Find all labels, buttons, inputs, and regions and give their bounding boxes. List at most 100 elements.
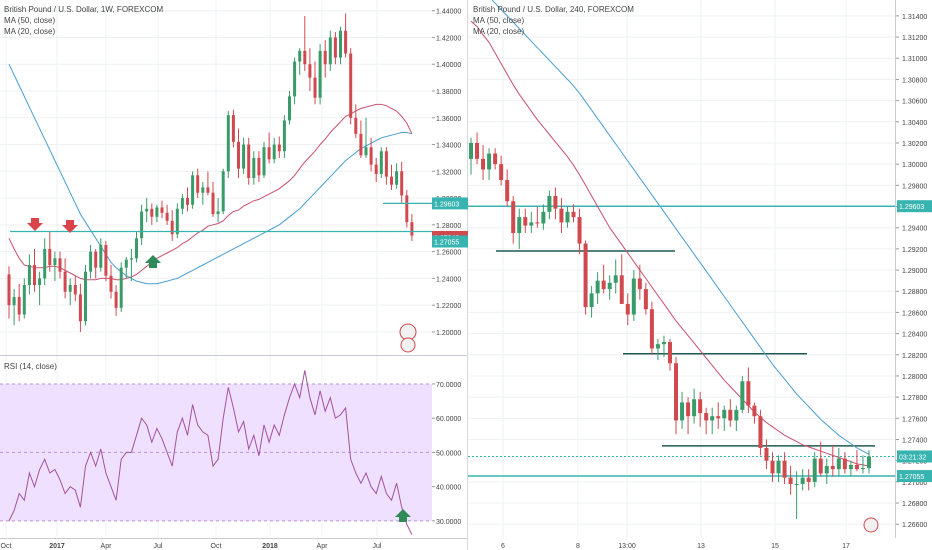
- h4-candle: [722, 405, 727, 432]
- h4-candle: [499, 155, 504, 186]
- weekly-candle-body: [84, 271, 87, 322]
- weekly-candle-body: [267, 147, 271, 160]
- h4-price-tick-label: 1.31000: [902, 56, 927, 63]
- weekly-candle: [180, 194, 184, 215]
- weekly-candle-body: [252, 157, 256, 178]
- h4-candle: [547, 190, 552, 220]
- h4-candle-body: [710, 416, 715, 421]
- h4-price-tick-label: 1.29400: [902, 226, 927, 233]
- h4-candle-body: [595, 280, 600, 294]
- h4-candle: [649, 301, 654, 355]
- weekly-candle: [237, 128, 240, 178]
- h4-candle: [764, 439, 769, 470]
- weekly-candle: [390, 164, 393, 191]
- weekly-price-axis-tick-label: 1.20000: [436, 330, 461, 337]
- weekly-candle-body: [369, 147, 373, 165]
- uk-us-flag-icon[interactable]: [399, 323, 417, 353]
- weekly-candle-body: [89, 251, 93, 272]
- h4-price-tick-label: 1.29200: [902, 247, 927, 254]
- weekly-price-axis-tick-label: 1.22000: [436, 303, 461, 310]
- h4-candle: [487, 148, 492, 181]
- sell-arrow-icon: [62, 220, 78, 233]
- weekly-candle-body: [395, 171, 399, 185]
- weekly-candle: [33, 248, 36, 292]
- weekly-candle-body: [247, 144, 251, 178]
- h4-candle-body: [631, 278, 636, 315]
- h4-candle-body: [625, 303, 630, 315]
- weekly-candle-body: [293, 61, 297, 97]
- h4-candle-body: [824, 465, 829, 474]
- h4-price-tick-label: 1.31200: [902, 35, 927, 42]
- h4-candle-body: [517, 217, 522, 233]
- h4-candle-body: [475, 142, 480, 159]
- weekly-candle: [211, 182, 215, 217]
- h4-candle-body: [728, 409, 733, 421]
- h4-candle-body: [806, 477, 811, 482]
- weekly-candle-body: [237, 141, 240, 169]
- h4-ma20-line: [470, 20, 870, 467]
- weekly-candle: [53, 251, 57, 282]
- h4-candle-body: [848, 464, 853, 470]
- weekly-candle-body: [186, 198, 189, 205]
- weekly-candle: [104, 240, 108, 282]
- h4-candle-body: [866, 456, 871, 469]
- h4-price-tick-label: 1.28400: [902, 332, 927, 339]
- weekly-candle: [405, 190, 409, 228]
- weekly-candle-body: [170, 220, 174, 235]
- weekly-candle: [308, 48, 312, 91]
- h4-candle: [800, 469, 805, 491]
- buy-arrow-icon: [395, 509, 411, 522]
- h4-candle: [541, 204, 546, 230]
- h4-candle: [619, 254, 624, 304]
- h4-price-tick-label: 1.29000: [902, 268, 927, 275]
- h4-candle: [842, 452, 847, 474]
- h4-candle: [680, 391, 685, 429]
- uk-us-flag-icon[interactable]: [863, 517, 879, 533]
- h4-candle: [716, 402, 721, 429]
- h4-candle: [824, 458, 829, 484]
- weekly-time-tick-label: Apr: [101, 543, 113, 550]
- h4-candle: [493, 148, 498, 170]
- h4-price-tick-label: 1.28200: [902, 353, 927, 360]
- h4-candle: [830, 444, 835, 477]
- weekly-candle-body: [196, 175, 200, 193]
- h4-candle: [613, 259, 618, 294]
- h4-candle-body: [559, 208, 564, 223]
- h4-candle: [625, 293, 630, 326]
- h4-price-tick-label: 1.27600: [902, 416, 927, 423]
- weekly-chart-title: British Pound / U.S. Dollar, 1W, FOREXCO…: [4, 5, 163, 14]
- weekly-ma20-line: [8, 103, 413, 281]
- weekly-candle-body: [400, 171, 404, 196]
- weekly-candle-body: [344, 30, 348, 54]
- weekly-candle-body: [272, 144, 276, 160]
- weekly-candle: [84, 265, 87, 326]
- h4-candle-body: [800, 477, 805, 484]
- weekly-candle-body: [359, 133, 363, 156]
- h4-price-tick-label: 1.28800: [902, 289, 927, 296]
- weekly-time-tick-label: Oct: [1, 543, 12, 550]
- h4-candle: [740, 375, 745, 414]
- flag-badge-circle[interactable]: [400, 337, 416, 353]
- weekly-candle: [160, 200, 164, 219]
- rsi-axis-tick-label: 40.0000: [436, 485, 461, 492]
- h4-candle-body: [655, 344, 660, 349]
- weekly-candle: [288, 91, 291, 125]
- weekly-candle-body: [206, 187, 210, 193]
- h4-candle-body: [698, 399, 703, 414]
- weekly-candle: [303, 16, 307, 71]
- h4-candle: [770, 452, 775, 482]
- h4-candle: [553, 187, 558, 220]
- h4-candle-body: [686, 402, 691, 417]
- h4-candle: [704, 407, 709, 435]
- flag-badge-circle[interactable]: [863, 517, 879, 533]
- h4-candle-body: [523, 217, 528, 226]
- h4-candle: [631, 270, 636, 321]
- weekly-candle: [38, 271, 42, 306]
- h4-candle: [836, 447, 841, 477]
- weekly-candle: [359, 120, 363, 158]
- rsi-axis-tick-label: 70.0000: [436, 382, 461, 389]
- weekly-candle-body: [7, 274, 11, 306]
- weekly-candle-body: [262, 147, 266, 176]
- weekly-candle-body: [318, 50, 322, 98]
